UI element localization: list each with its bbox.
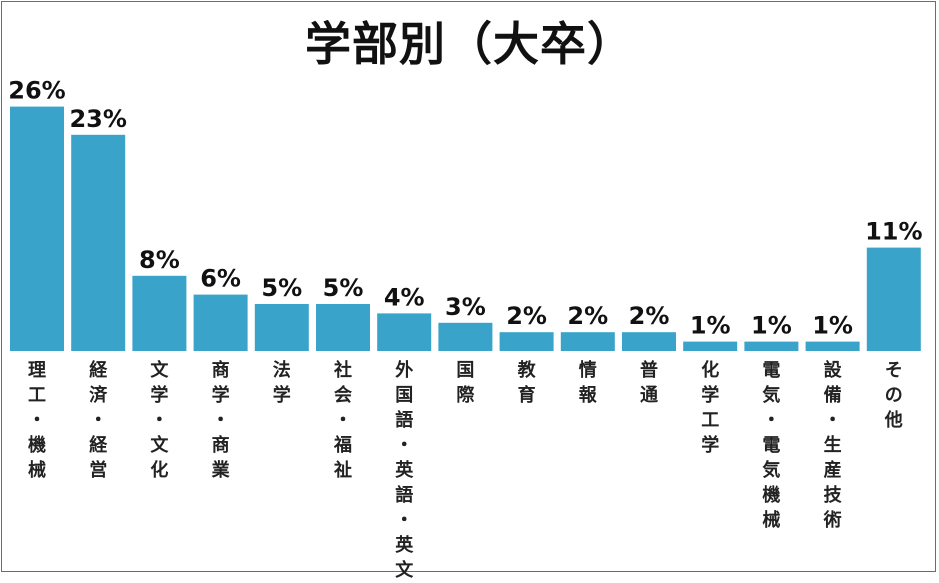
bar <box>71 134 126 351</box>
category-label: 国際 <box>456 360 475 406</box>
data-label: 23% <box>69 105 126 133</box>
category-label: 商学・商業 <box>211 360 230 481</box>
data-label: 5% <box>261 274 302 302</box>
bar <box>744 341 799 351</box>
bar <box>622 332 676 351</box>
category-label: 普通 <box>640 360 658 406</box>
category-label: 法学 <box>272 360 291 406</box>
bar <box>438 322 493 351</box>
bar <box>866 247 921 351</box>
data-label: 3% <box>445 293 486 321</box>
category-label: その他 <box>884 360 903 431</box>
data-label: 2% <box>629 302 670 330</box>
category-label: 情報 <box>578 360 597 406</box>
chart-title: 学部別（大卒） <box>305 17 634 71</box>
category-label: 理工・機械 <box>28 360 46 481</box>
data-label: 8% <box>139 246 180 274</box>
bar <box>193 294 248 351</box>
bar <box>683 341 738 351</box>
bar <box>377 313 432 351</box>
category-label: 設備・生産技術 <box>823 360 842 531</box>
bar <box>132 275 187 351</box>
data-label: 2% <box>506 302 547 330</box>
bar <box>316 304 370 351</box>
category-label: 電気・電気機械 <box>762 360 781 531</box>
category-label: 化学工学 <box>701 360 720 456</box>
category-label: 外国語・英語・英文 <box>395 360 414 581</box>
data-label: 4% <box>384 283 425 311</box>
data-label: 2% <box>567 302 608 330</box>
data-label: 26% <box>8 77 65 105</box>
bar <box>805 341 860 351</box>
bar <box>499 332 554 351</box>
data-label: 6% <box>200 265 241 293</box>
data-label: 1% <box>812 312 853 340</box>
bar <box>254 304 309 351</box>
bar <box>560 332 615 351</box>
data-label: 1% <box>751 312 792 340</box>
data-label: 1% <box>690 312 731 340</box>
category-label: 文学・文化 <box>150 360 169 481</box>
category-label: 経済・経営 <box>89 360 108 481</box>
category-label: 社会・福祉 <box>334 360 352 481</box>
bar <box>10 106 64 351</box>
data-label: 5% <box>323 274 364 302</box>
data-label: 11% <box>865 218 922 246</box>
category-label: 教育 <box>517 360 536 406</box>
